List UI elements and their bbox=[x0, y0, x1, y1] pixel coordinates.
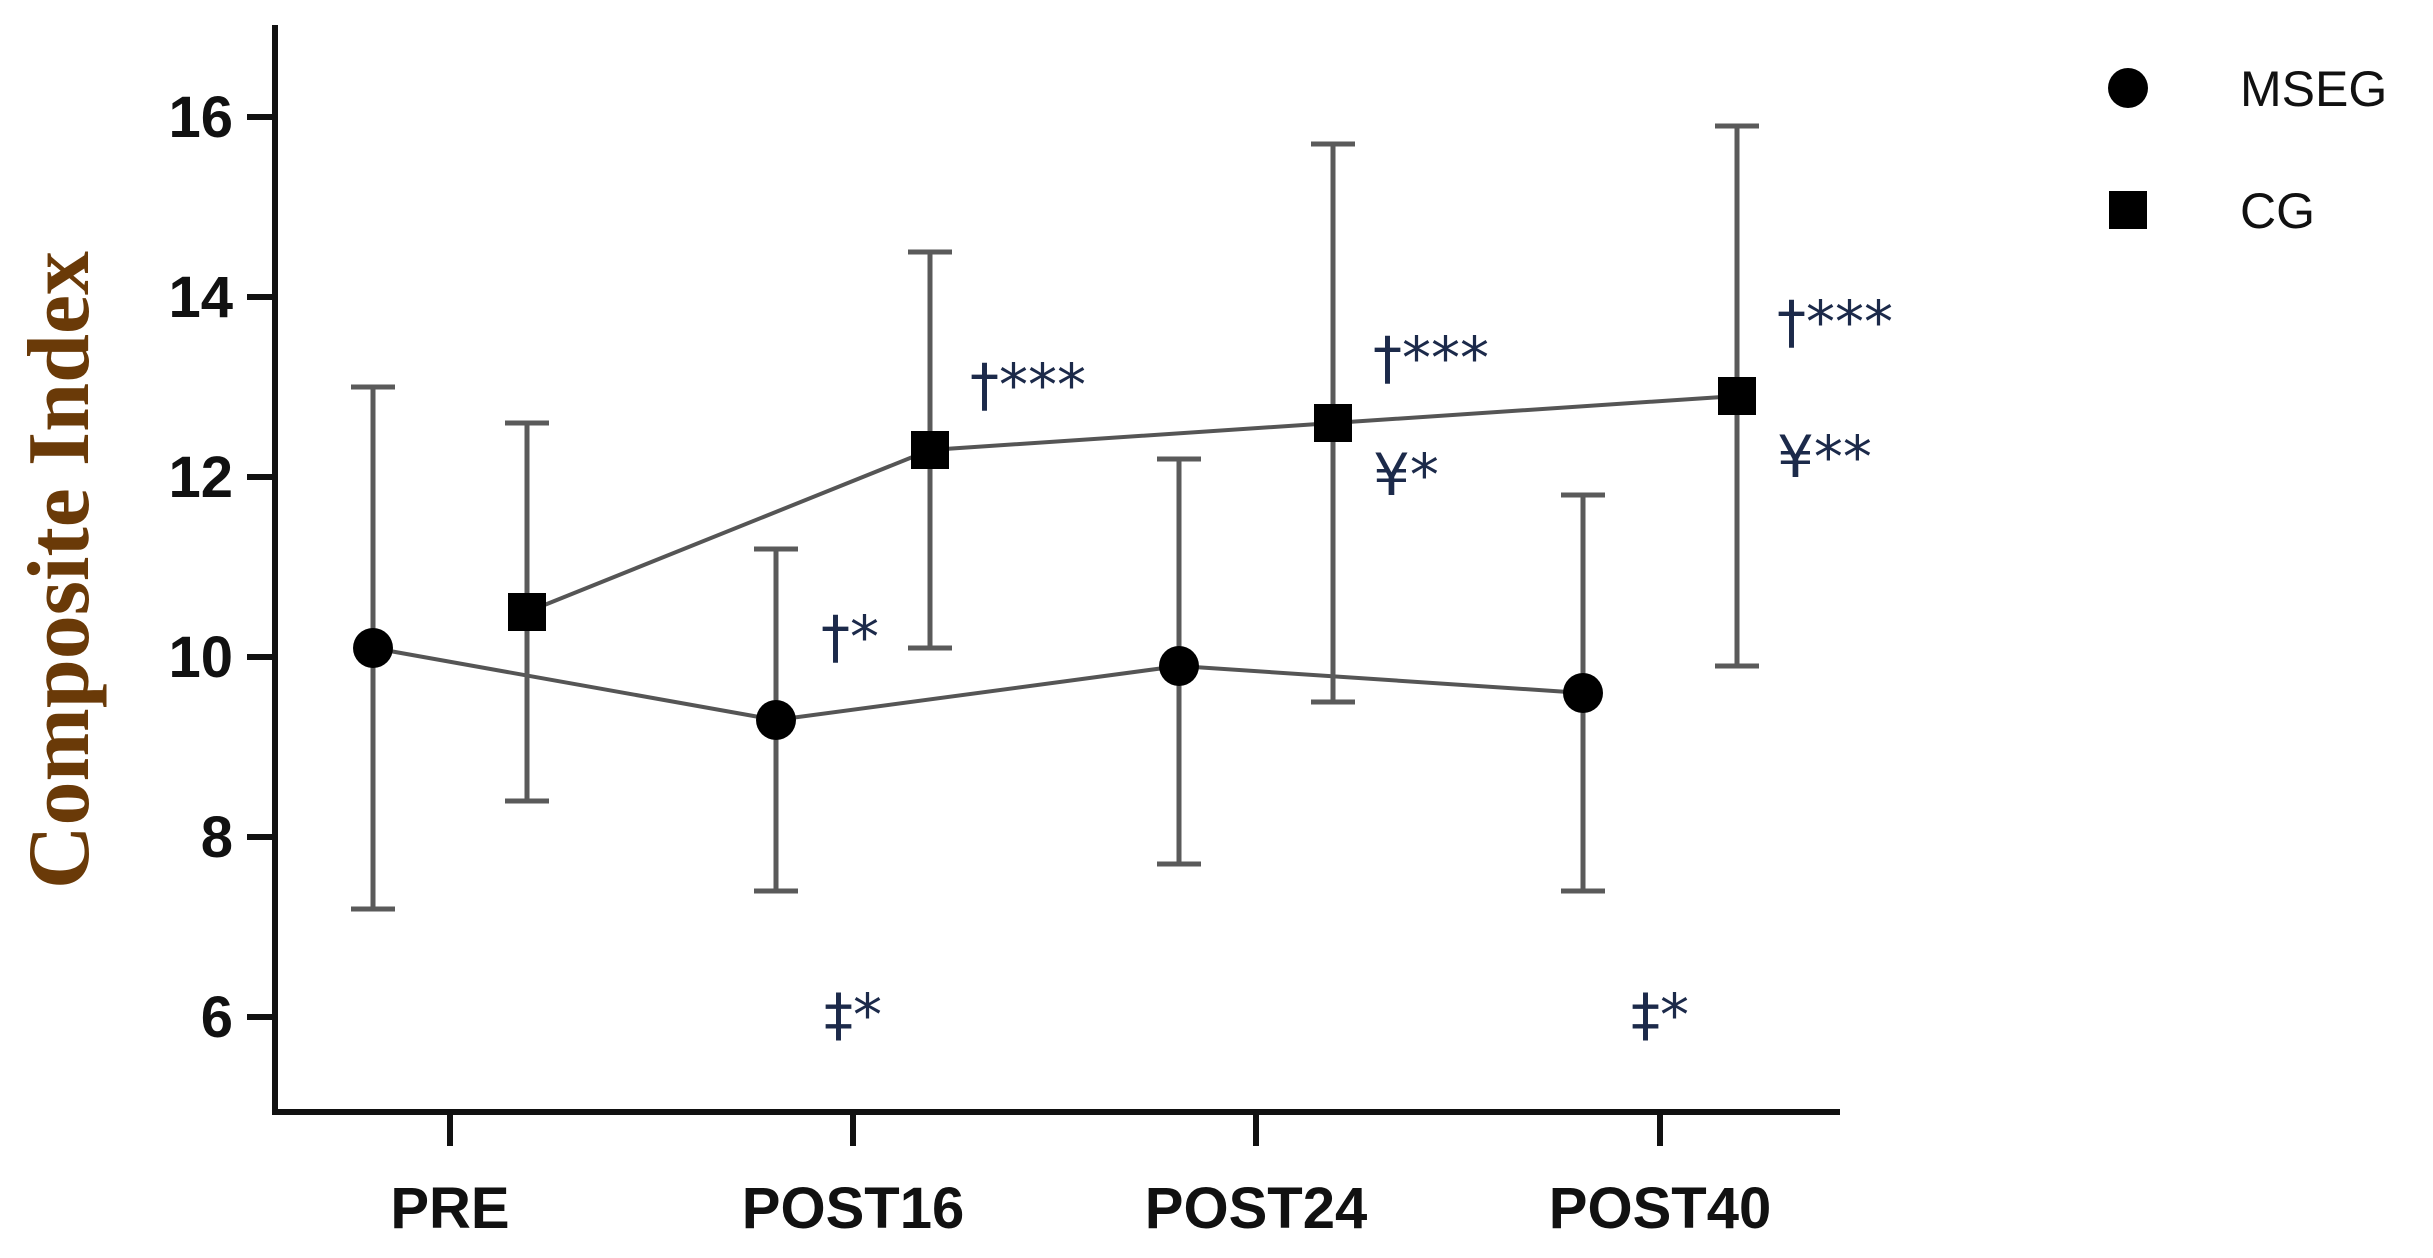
legend-square-marker bbox=[2109, 191, 2147, 229]
x-tick-label: POST40 bbox=[1549, 1176, 1771, 1241]
data-point-circle bbox=[1563, 673, 1603, 713]
significance-annotation: ‡* bbox=[824, 981, 882, 1049]
x-tick-label: PRE bbox=[390, 1176, 509, 1241]
significance-annotation: †*** bbox=[1373, 324, 1489, 392]
series-line-cg bbox=[526, 394, 1738, 614]
significance-annotation: †* bbox=[821, 603, 879, 671]
data-point-circle bbox=[1159, 646, 1199, 686]
data-point-square bbox=[508, 593, 546, 631]
significance-annotation: ‡* bbox=[1631, 981, 1689, 1049]
series-cg bbox=[505, 123, 1759, 804]
data-point-circle bbox=[756, 700, 796, 740]
x-tick-label: POST16 bbox=[742, 1176, 964, 1241]
y-tick-label: 8 bbox=[201, 805, 233, 870]
y-tick-label: 12 bbox=[168, 445, 233, 510]
x-ticks: PRE POST16 POST24 POST40 bbox=[390, 1112, 1771, 1241]
y-tick-label: 14 bbox=[168, 265, 233, 330]
axes bbox=[272, 25, 1840, 1115]
y-tick-label: 16 bbox=[168, 85, 233, 150]
legend-item-cg: CG bbox=[2109, 183, 2315, 239]
y-ticks: 6 8 10 12 14 16 bbox=[168, 85, 275, 1050]
legend: MSEG CG bbox=[2108, 61, 2387, 239]
significance-annotation: ¥** bbox=[1777, 423, 1872, 491]
significance-annotation: ¥* bbox=[1373, 441, 1439, 509]
series-mseg bbox=[351, 384, 1605, 912]
series-layer bbox=[351, 123, 1759, 912]
significance-annotation: †*** bbox=[1777, 288, 1893, 356]
x-tick-label: POST24 bbox=[1145, 1176, 1367, 1241]
legend-circle-marker bbox=[2108, 68, 2148, 108]
data-point-square bbox=[911, 431, 949, 469]
y-tick-label: 6 bbox=[201, 985, 233, 1050]
series-line-mseg bbox=[372, 646, 1584, 723]
significance-annotation: †*** bbox=[970, 351, 1086, 419]
y-axis-label: Composite Index bbox=[11, 251, 108, 889]
legend-label: CG bbox=[2240, 183, 2315, 239]
y-tick-label: 10 bbox=[168, 625, 233, 690]
legend-label: MSEG bbox=[2240, 61, 2387, 117]
data-point-circle bbox=[353, 628, 393, 668]
annotations: †* †*** †*** ¥* †*** ¥** ‡* ‡* bbox=[821, 288, 1893, 1049]
data-point-square bbox=[1718, 377, 1756, 415]
legend-item-mseg: MSEG bbox=[2108, 61, 2387, 117]
data-point-square bbox=[1314, 404, 1352, 442]
